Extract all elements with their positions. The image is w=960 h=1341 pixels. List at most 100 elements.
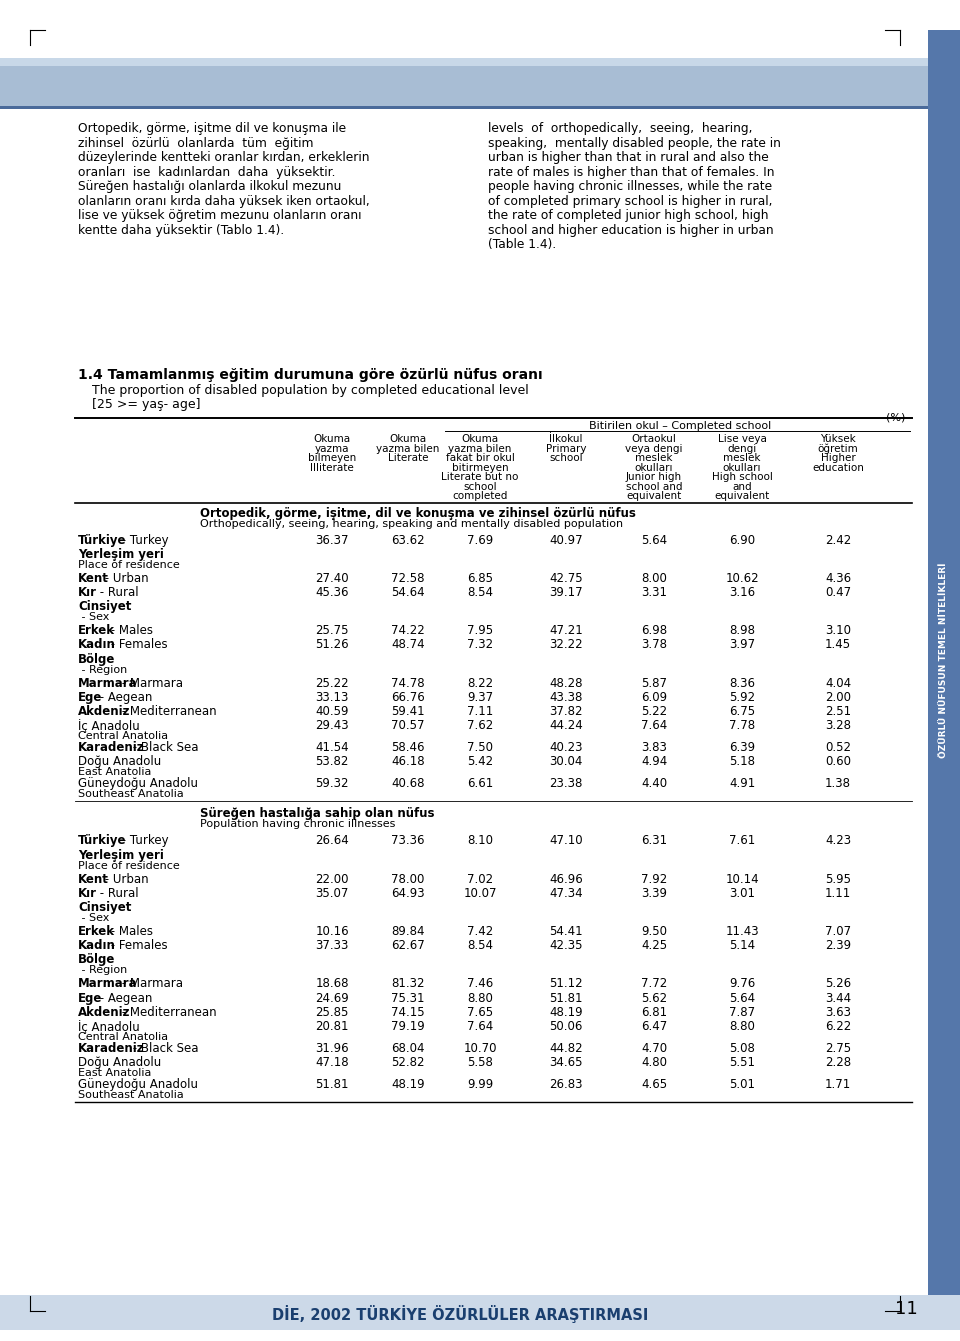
Text: 5.22: 5.22 — [641, 705, 667, 717]
Text: Central Anatolia: Central Anatolia — [78, 1033, 168, 1042]
Text: 7.65: 7.65 — [467, 1006, 493, 1019]
Text: and: and — [732, 481, 752, 492]
Text: 52.82: 52.82 — [392, 1057, 424, 1069]
Text: 43.38: 43.38 — [549, 691, 583, 704]
Bar — [928, 30, 960, 1310]
Bar — [0, 106, 930, 109]
Text: Akdeniz: Akdeniz — [78, 705, 131, 717]
Text: 10.14: 10.14 — [725, 873, 758, 885]
Text: 74.15: 74.15 — [391, 1006, 425, 1019]
Text: İç Anadolu: İç Anadolu — [78, 1021, 140, 1034]
Text: 8.98: 8.98 — [729, 624, 755, 637]
Text: 10.16: 10.16 — [315, 925, 348, 937]
Text: 8.80: 8.80 — [729, 1021, 755, 1033]
Text: Yerleşim yeri: Yerleşim yeri — [78, 849, 164, 861]
Text: 79.19: 79.19 — [391, 1021, 425, 1033]
Text: Kent: Kent — [78, 873, 108, 885]
Text: 6.61: 6.61 — [467, 778, 493, 790]
Text: 64.93: 64.93 — [391, 886, 425, 900]
Text: Türkiye: Türkiye — [78, 534, 127, 547]
Text: öğretim: öğretim — [818, 444, 858, 455]
Text: 3.16: 3.16 — [729, 586, 756, 599]
Text: dengi: dengi — [728, 444, 756, 453]
Text: 74.78: 74.78 — [391, 676, 425, 689]
Text: 2.39: 2.39 — [825, 939, 852, 952]
Text: urban is higher than that in rural and also the: urban is higher than that in rural and a… — [488, 152, 769, 164]
Text: 58.46: 58.46 — [392, 742, 424, 754]
Text: 8.00: 8.00 — [641, 571, 667, 585]
Text: Literate: Literate — [388, 453, 428, 463]
Text: Yüksek: Yüksek — [820, 434, 856, 444]
Text: 29.43: 29.43 — [315, 719, 348, 732]
Text: 32.22: 32.22 — [549, 638, 583, 652]
Text: Marmara: Marmara — [78, 676, 137, 689]
Text: 44.82: 44.82 — [549, 1042, 583, 1055]
Text: 10.07: 10.07 — [464, 886, 496, 900]
Text: 47.21: 47.21 — [549, 624, 583, 637]
Text: 44.24: 44.24 — [549, 719, 583, 732]
Text: 7.78: 7.78 — [729, 719, 756, 732]
Text: meslek: meslek — [636, 453, 673, 463]
Text: 3.78: 3.78 — [641, 638, 667, 652]
Text: - Males: - Males — [107, 925, 153, 937]
Text: - Mediterranean: - Mediterranean — [118, 1006, 217, 1019]
Text: 1.38: 1.38 — [825, 778, 851, 790]
Text: 25.22: 25.22 — [315, 676, 348, 689]
Text: 6.22: 6.22 — [825, 1021, 852, 1033]
Text: 8.54: 8.54 — [467, 586, 493, 599]
Text: 40.23: 40.23 — [549, 742, 583, 754]
Text: 8.10: 8.10 — [467, 834, 493, 848]
Text: Güneydоğu Anadolu: Güneydоğu Anadolu — [78, 1078, 198, 1092]
Text: ÖZÜRLÜ NÜFUSUN TEMEL NİTELİKLERİ: ÖZÜRLÜ NÜFUSUN TEMEL NİTELİKLERİ — [940, 562, 948, 758]
Text: 1.71: 1.71 — [825, 1078, 852, 1092]
Text: 11.43: 11.43 — [725, 925, 758, 937]
Text: Kadın: Kadın — [78, 939, 116, 952]
Text: 7.95: 7.95 — [467, 624, 493, 637]
Text: 47.34: 47.34 — [549, 886, 583, 900]
Text: Kır: Kır — [78, 586, 97, 599]
Text: 46.18: 46.18 — [391, 755, 425, 768]
Text: 26.83: 26.83 — [549, 1078, 583, 1092]
Text: 6.31: 6.31 — [641, 834, 667, 848]
Text: Ortopedik, görme, işitme dil ve konuşma ile: Ortopedik, görme, işitme dil ve konuşma … — [78, 122, 347, 135]
Text: 51.81: 51.81 — [549, 991, 583, 1004]
Text: The proportion of disabled population by completed educational level: The proportion of disabled population by… — [92, 384, 529, 397]
Text: Marmara: Marmara — [78, 978, 137, 990]
Text: 5.26: 5.26 — [825, 978, 852, 990]
Text: education: education — [812, 463, 864, 472]
Text: 6.39: 6.39 — [729, 742, 756, 754]
Text: Süreğen hastalığa sahip olan nüfus: Süreğen hastalığa sahip olan nüfus — [200, 807, 435, 821]
Text: 5.62: 5.62 — [641, 991, 667, 1004]
Text: veya dengi: veya dengi — [625, 444, 683, 453]
Text: Doğu Anadolu: Doğu Anadolu — [78, 1057, 161, 1069]
Text: 8.22: 8.22 — [467, 676, 493, 689]
Text: Kır: Kır — [78, 886, 97, 900]
Text: 40.97: 40.97 — [549, 534, 583, 547]
Text: rate of males is higher than that of females. In: rate of males is higher than that of fem… — [488, 165, 775, 178]
Text: 3.10: 3.10 — [825, 624, 851, 637]
Text: 37.33: 37.33 — [315, 939, 348, 952]
Text: the rate of completed junior high school, high: the rate of completed junior high school… — [488, 209, 769, 223]
Text: fakat bir okul: fakat bir okul — [445, 453, 515, 463]
Text: 33.13: 33.13 — [315, 691, 348, 704]
Text: 78.00: 78.00 — [392, 873, 424, 885]
Text: Yerleşim yeri: Yerleşim yeri — [78, 547, 164, 561]
Text: - Urban: - Urban — [102, 873, 149, 885]
Text: - Aegean: - Aegean — [96, 691, 153, 704]
Text: 9.50: 9.50 — [641, 925, 667, 937]
Text: 70.57: 70.57 — [392, 719, 424, 732]
Text: Erkek: Erkek — [78, 624, 115, 637]
Text: zihinsel  özürlü  olanlarda  tüm  eğitim: zihinsel özürlü olanlarda tüm eğitim — [78, 137, 314, 149]
Text: 4.91: 4.91 — [729, 778, 756, 790]
Text: 46.96: 46.96 — [549, 873, 583, 885]
Text: 7.64: 7.64 — [641, 719, 667, 732]
Text: school: school — [463, 481, 497, 492]
Text: 48.19: 48.19 — [391, 1078, 425, 1092]
Text: 51.81: 51.81 — [315, 1078, 348, 1092]
Text: 7.62: 7.62 — [467, 719, 493, 732]
Text: 5.14: 5.14 — [729, 939, 756, 952]
Text: 6.09: 6.09 — [641, 691, 667, 704]
Text: 1.11: 1.11 — [825, 886, 852, 900]
Text: 3.31: 3.31 — [641, 586, 667, 599]
Text: düzeylerinde kentteki oranlar kırdan, erkeklerin: düzeylerinde kentteki oranlar kırdan, er… — [78, 152, 370, 164]
